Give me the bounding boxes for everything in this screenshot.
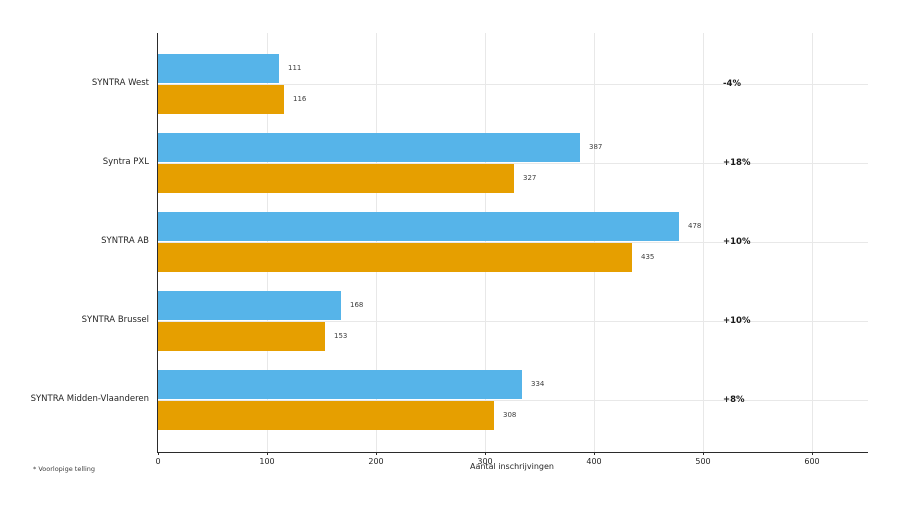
x-tick-label: 500 bbox=[695, 457, 711, 466]
value-label: 111 bbox=[288, 64, 302, 72]
bar-orange bbox=[158, 401, 494, 430]
bar-blue bbox=[158, 133, 580, 162]
percent-change-label: -4% bbox=[723, 79, 741, 89]
x-tick-mark bbox=[158, 452, 159, 455]
bar-orange bbox=[158, 243, 632, 272]
value-label: 334 bbox=[531, 380, 545, 388]
y-gridline bbox=[158, 84, 868, 85]
x-tick-label: 600 bbox=[804, 457, 820, 466]
value-label: 435 bbox=[641, 253, 655, 261]
bar-blue bbox=[158, 291, 341, 320]
x-tick-mark bbox=[703, 452, 704, 455]
category-label: SYNTRA AB bbox=[101, 236, 149, 246]
category-label: SYNTRA Midden-Vlaanderen bbox=[30, 394, 149, 404]
x-tick-mark bbox=[376, 452, 377, 455]
percent-change-label: +8% bbox=[723, 395, 745, 405]
category-label: SYNTRA West bbox=[91, 78, 149, 88]
y-gridline bbox=[158, 321, 868, 322]
bar-orange bbox=[158, 322, 325, 351]
value-label: 327 bbox=[523, 174, 537, 182]
value-label: 153 bbox=[334, 332, 348, 340]
percent-change-label: +10% bbox=[723, 316, 751, 326]
x-tick-label: 200 bbox=[368, 457, 384, 466]
value-label: 168 bbox=[350, 301, 364, 309]
category-label: Syntra PXL bbox=[102, 157, 149, 167]
value-label: 116 bbox=[293, 95, 307, 103]
plot-area: 0 100 200 300 400 500 600 SYNTRA West 111 116 -4% S… bbox=[31, 33, 868, 466]
bar-blue bbox=[158, 54, 279, 83]
y-gridline bbox=[158, 163, 868, 164]
category-label: SYNTRA Brussel bbox=[81, 315, 149, 325]
x-tick-mark bbox=[485, 452, 486, 455]
percent-change-label: +10% bbox=[723, 237, 751, 247]
y-gridline bbox=[158, 400, 868, 401]
x-tick-label: 400 bbox=[586, 457, 602, 466]
value-label: 387 bbox=[589, 143, 603, 151]
value-label: 308 bbox=[503, 411, 517, 419]
footnote: * Voorlopige telling bbox=[33, 465, 96, 473]
x-tick-label: 0 bbox=[155, 457, 161, 466]
x-tick-mark bbox=[267, 452, 268, 455]
y-gridline bbox=[158, 242, 868, 243]
value-label: 478 bbox=[688, 222, 702, 230]
bar-orange bbox=[158, 85, 284, 114]
bar-orange bbox=[158, 164, 514, 193]
x-tick-label: 100 bbox=[259, 457, 275, 466]
bar-blue bbox=[158, 212, 679, 241]
percent-change-label: +18% bbox=[723, 158, 751, 168]
x-tick-mark bbox=[812, 452, 813, 455]
bar-blue bbox=[158, 370, 522, 399]
x-axis-label: Aantal inschrijvingen bbox=[469, 462, 554, 471]
x-tick-label: 300 bbox=[477, 457, 493, 466]
x-tick-mark bbox=[594, 452, 595, 455]
